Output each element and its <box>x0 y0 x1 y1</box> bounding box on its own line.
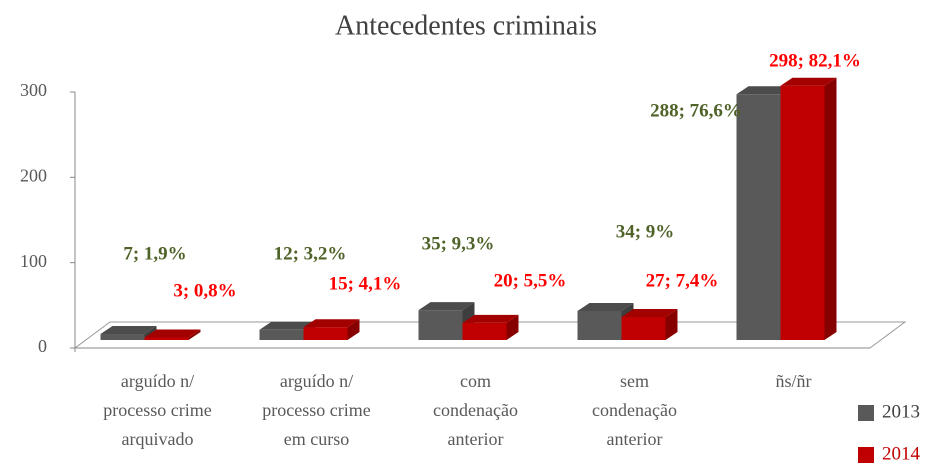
data-label: 20; 5,5% <box>494 270 567 291</box>
bar-side <box>188 329 201 340</box>
bar-front <box>462 322 507 340</box>
bar-top <box>780 77 837 86</box>
data-label: 288; 76,6% <box>650 100 742 121</box>
bar <box>462 314 519 340</box>
x-tick-label: com condenação anterior <box>433 371 518 449</box>
bar-top <box>577 302 634 311</box>
bar-top <box>303 319 360 328</box>
data-label: 7; 1,9% <box>123 243 186 264</box>
legend-label: 2014 <box>882 443 921 464</box>
y-tick-label: 100 <box>20 251 47 271</box>
bar-top <box>418 302 475 311</box>
bar-top <box>259 321 316 330</box>
x-tick-label: ñs/ñr <box>776 371 812 391</box>
x-tick-label: arguído n/processo crime em curso <box>262 371 370 449</box>
bar-front <box>577 310 622 340</box>
y-tick-label: 200 <box>20 165 47 185</box>
bar <box>780 77 837 340</box>
bar-front <box>418 310 463 340</box>
bar-top <box>462 314 519 323</box>
legend-label: 2013 <box>882 401 920 422</box>
data-label: 35; 9,3% <box>422 233 495 254</box>
data-label: 3; 0,8% <box>173 280 236 301</box>
bar <box>621 308 678 340</box>
bar-top <box>100 326 157 335</box>
bar-front <box>100 334 145 340</box>
data-label: 27; 7,4% <box>646 270 719 291</box>
bar <box>144 329 201 340</box>
bar-side <box>347 319 360 340</box>
bar-front <box>259 329 304 340</box>
bar-side <box>506 314 519 340</box>
data-label: 34; 9% <box>616 221 675 242</box>
legend-swatch <box>858 405 874 421</box>
bar-top <box>621 308 678 317</box>
bar-front <box>736 94 781 341</box>
x-tick-label: sem condenação anterior <box>592 371 677 449</box>
bar-side <box>665 308 678 340</box>
bar-front <box>621 316 666 340</box>
data-label: 298; 82,1% <box>769 50 861 71</box>
bar-front <box>144 337 189 340</box>
legend-swatch <box>858 447 874 463</box>
data-label: 12; 3,2% <box>274 243 347 264</box>
y-tick-label: 300 <box>20 80 47 100</box>
bar-side <box>824 77 837 340</box>
bar-front <box>780 85 825 340</box>
bar-front <box>303 327 348 340</box>
bar-top <box>736 86 793 95</box>
bar-top <box>144 329 201 338</box>
data-label: 15; 4,1% <box>329 273 402 294</box>
chart-title: Antecedentes criminais <box>335 10 597 41</box>
bar <box>303 319 360 340</box>
y-tick-label: 0 <box>38 336 47 356</box>
x-tick-label: arguído n/processo crime arquivado <box>103 371 211 449</box>
